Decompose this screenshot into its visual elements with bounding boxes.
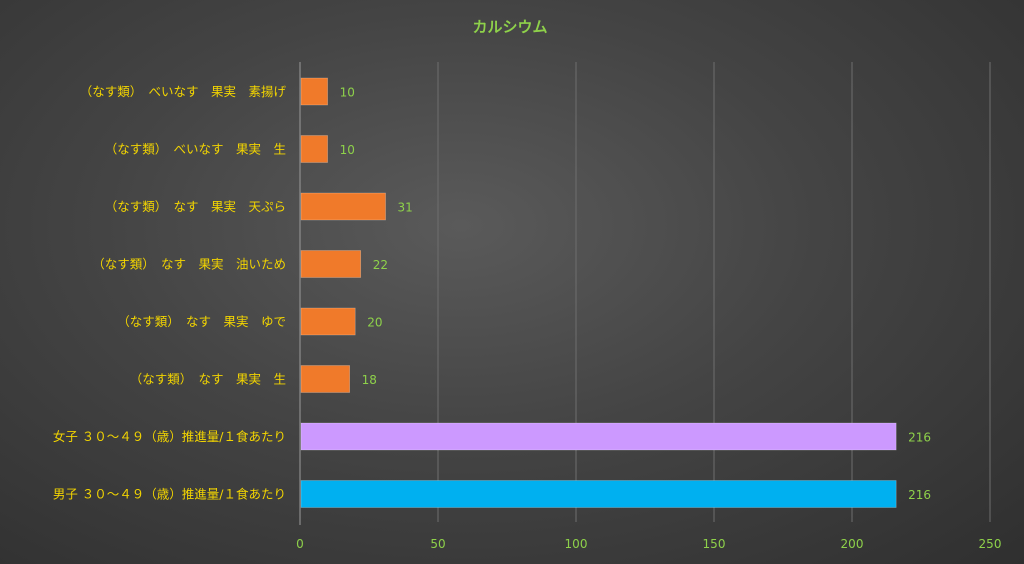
bar-1: [300, 135, 328, 163]
data-label-3: 22: [373, 258, 388, 272]
bar-6: [300, 422, 897, 451]
bar-0: [300, 77, 328, 106]
category-label-2: （なす類） なす 果実 天ぷら: [105, 199, 286, 214]
x-tick-label-2: 100: [565, 537, 588, 551]
data-label-4: 20: [367, 316, 382, 330]
x-tick-labels: 0 50 100 150 200 250: [296, 537, 1001, 551]
category-label-3: （なす類） なす 果実 油いため: [92, 257, 286, 272]
category-labels: （なす類） べいなす 果実 素揚げ （なす類） べいなす 果実 生 （なす類） なす…: [53, 84, 287, 502]
data-label-5: 18: [362, 373, 377, 387]
x-tick-label-4: 200: [841, 537, 864, 551]
category-label-5: （なす類） なす 果実 生: [130, 372, 286, 387]
chart-title: カルシウム: [472, 18, 547, 36]
category-label-7: 男子 ３０～４９（歳）推進量/１食あたり: [53, 487, 286, 502]
category-label-0: （なす類） べいなす 果実 素揚げ: [80, 84, 287, 99]
category-label-1: （なす類） べいなす 果実 生: [105, 142, 286, 157]
data-labels: 10 10 31 22 20 18 216 216: [340, 86, 931, 503]
category-label-6: 女子 ３０～４９（歳）推進量/１食あたり: [53, 429, 286, 444]
data-label-7: 216: [908, 488, 931, 502]
data-label-1: 10: [340, 143, 355, 157]
data-label-0: 10: [340, 86, 355, 100]
bars: [300, 77, 897, 508]
category-label-4: （なす類） なす 果実 ゆで: [117, 314, 286, 329]
bar-4: [300, 307, 356, 336]
data-label-2: 31: [398, 201, 413, 215]
x-tick-label-3: 150: [703, 537, 726, 551]
x-tick-label-5: 250: [979, 537, 1002, 551]
data-label-6: 216: [908, 431, 931, 445]
bar-3: [300, 250, 362, 278]
bar-5: [300, 365, 350, 393]
bar-2: [300, 192, 386, 221]
x-tick-label-0: 0: [296, 537, 304, 551]
gridlines: [299, 62, 991, 525]
x-tick-label-1: 50: [430, 537, 445, 551]
bar-7: [300, 480, 897, 508]
